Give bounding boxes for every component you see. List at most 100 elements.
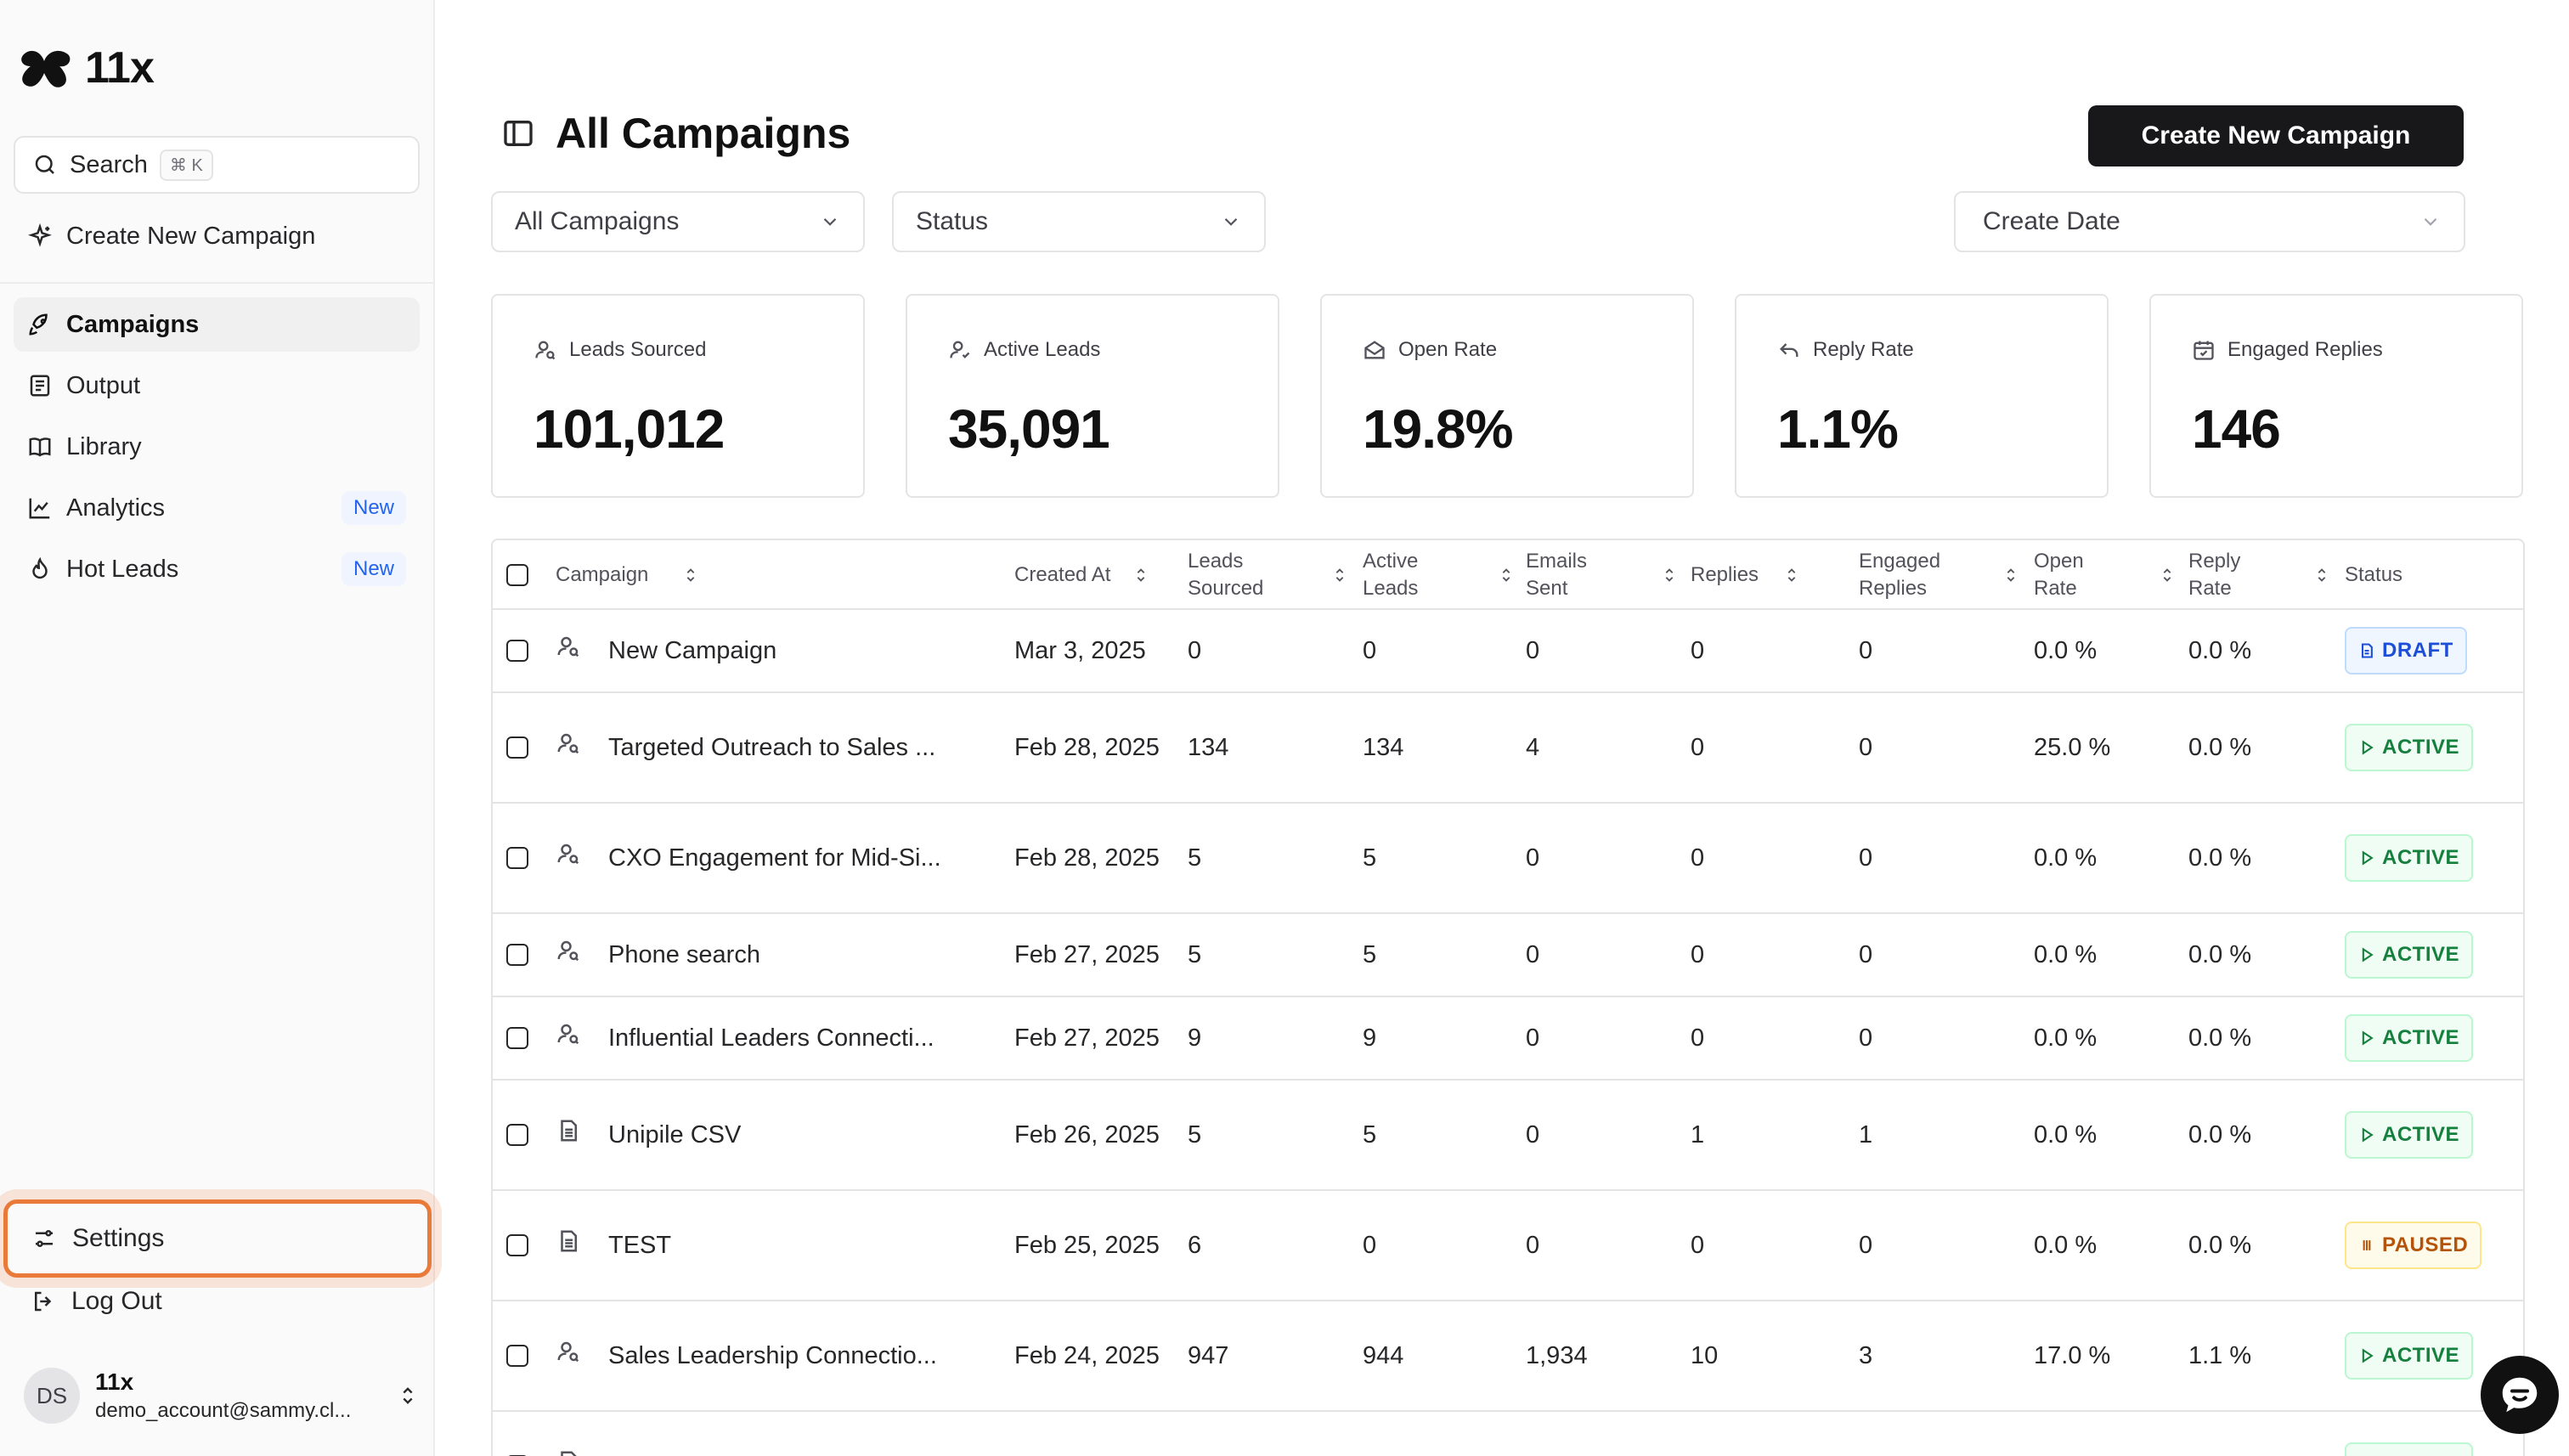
chat-icon: [2502, 1377, 2538, 1413]
status-active-icon: [2358, 1347, 2375, 1364]
chart-line-icon: [29, 498, 50, 519]
table-row[interactable]: Unipile CSV Feb 26, 2025 5 5 0 1 1 0.0 % 0.0 % AC…: [493, 1081, 2523, 1191]
table-row[interactable]: Influential Leaders Connecti... Feb 27, 2…: [493, 997, 2523, 1081]
replies-cell: 1: [1691, 1121, 1705, 1148]
sliders-icon: [36, 1230, 53, 1247]
column-open-rate[interactable]: Open Rate: [2034, 540, 2177, 610]
replies-cell: 0: [1691, 1232, 1705, 1259]
table-row[interactable]: New Campaign Mar 3, 2025 0 0 0 0 0 0.0 % 0.0 % DR…: [493, 610, 2523, 693]
open-rate-cell: 25.0 %: [2034, 734, 2111, 761]
row-checkbox[interactable]: [506, 736, 528, 759]
stat-label: Reply Rate: [1777, 338, 1914, 362]
leads-cell: 6: [1188, 1232, 1202, 1259]
column-label: Status: [2345, 563, 2403, 586]
table-row[interactable]: CSV Search Feb 24, 2025 ACTIVE: [493, 1412, 2523, 1456]
column-campaign[interactable]: Campaign: [556, 540, 700, 610]
row-checkbox[interactable]: [506, 1234, 528, 1256]
campaign-type-icon-cell: [556, 1081, 581, 1189]
status-filter-value: Status: [916, 207, 989, 235]
sidebar-item-settings[interactable]: Settings: [3, 1199, 432, 1278]
campaign-name[interactable]: TEST: [608, 1232, 672, 1259]
campaign-name[interactable]: CXO Engagement for Mid-Si...: [608, 844, 941, 872]
campaign-type-icon-cell: [556, 1412, 581, 1456]
create-campaign-button[interactable]: Create New Campaign: [2088, 105, 2464, 166]
table-row[interactable]: CXO Engagement for Mid-Si... Feb 28, 2025…: [493, 804, 2523, 914]
campaign-name[interactable]: Unipile CSV: [608, 1121, 742, 1148]
sidebar-item-hot-leads[interactable]: Hot Leads New: [14, 542, 420, 596]
campaign-name[interactable]: Targeted Outreach to Sales ...: [608, 734, 936, 761]
replies-cell: 0: [1691, 844, 1705, 872]
column-leads-sourced[interactable]: Leads Sourced: [1188, 540, 1349, 610]
sidebar-item-analytics[interactable]: Analytics New: [14, 481, 420, 535]
avatar: DS: [24, 1368, 80, 1424]
column-reply-rate[interactable]: Reply Rate: [2188, 540, 2331, 610]
chat-button[interactable]: [2481, 1356, 2559, 1434]
stat-card-leads-sourced: Leads Sourced 101,012: [491, 294, 865, 498]
sidebar-divider: [0, 282, 435, 284]
row-checkbox[interactable]: [506, 944, 528, 966]
created-cell: Feb 26, 2025: [1014, 1121, 1160, 1148]
row-checkbox[interactable]: [506, 1124, 528, 1146]
row-checkbox[interactable]: [506, 847, 528, 869]
active-leads-cell: 0: [1363, 637, 1377, 664]
sidebar-item-campaigns[interactable]: Campaigns: [14, 297, 420, 352]
user-search-icon: [556, 1021, 581, 1056]
campaign-name[interactable]: New Campaign: [608, 637, 777, 664]
reply-rate-cell: 0.0 %: [2188, 941, 2252, 968]
status-cell: PAUSED: [2345, 1191, 2482, 1300]
logout-icon: [35, 1291, 52, 1312]
campaign-name[interactable]: CSV Search: [608, 1412, 999, 1456]
row-checkbox[interactable]: [506, 1345, 528, 1367]
status-active-icon: [2358, 849, 2375, 866]
campaign-name[interactable]: Sales Leadership Connectio...: [608, 1342, 937, 1369]
table-header: Campaign Created At Leads Sourced Active…: [493, 540, 2523, 610]
open-rate-cell: 0.0 %: [2034, 1024, 2098, 1052]
sidebar-toggle-icon[interactable]: [501, 116, 535, 150]
select-all-checkbox[interactable]: [506, 564, 528, 586]
page-header: All Campaigns: [501, 109, 850, 158]
table-row[interactable]: Sales Leadership Connectio... Feb 24, 202…: [493, 1301, 2523, 1412]
column-emails-sent[interactable]: Emails Sent: [1526, 540, 1679, 610]
campaign-type-icon-cell: [556, 804, 581, 912]
column-created-at[interactable]: Created At: [1014, 540, 1150, 610]
user-search-icon: [556, 731, 581, 765]
brand-logo[interactable]: 11x: [19, 42, 155, 93]
stat-label-text: Active Leads: [984, 338, 1101, 361]
campaign-filter-select[interactable]: All Campaigns: [491, 191, 865, 252]
status-active-icon: [2358, 1126, 2375, 1143]
sidebar-item-library[interactable]: Library: [14, 420, 420, 474]
row-checkbox[interactable]: [506, 1027, 528, 1049]
file-csv-icon: [556, 1228, 581, 1263]
settings-label: Settings: [72, 1224, 165, 1252]
column-active-leads[interactable]: Active Leads: [1363, 540, 1516, 610]
list-icon: [30, 375, 50, 397]
create-campaign-link[interactable]: Create New Campaign: [14, 209, 420, 263]
table-row[interactable]: TEST Feb 25, 2025 6 0 0 0 0 0.0 % 0.0 % PAUSED: [493, 1191, 2523, 1301]
replies-cell: 0: [1691, 1024, 1705, 1052]
create-date-select[interactable]: Create Date: [1954, 191, 2465, 252]
row-checkbox[interactable]: [506, 640, 528, 662]
leads-cell: 9: [1188, 1024, 1202, 1052]
stat-value: 35,091: [948, 398, 1110, 460]
status-filter-select[interactable]: Status: [892, 191, 1266, 252]
sidebar-item-output[interactable]: Output: [14, 358, 420, 413]
stat-value: 146: [2192, 398, 2281, 460]
row-select-cell: [506, 804, 528, 912]
account-switcher[interactable]: DS 11x demo_account@sammy.cl...: [24, 1364, 420, 1427]
column-label: Reply Rate: [2188, 550, 2241, 600]
campaign-name[interactable]: Phone search: [608, 941, 760, 968]
table-row[interactable]: Targeted Outreach to Sales ... Feb 28, 20…: [493, 693, 2523, 804]
stat-card-active-leads: Active Leads 35,091: [906, 294, 1279, 498]
logout-button[interactable]: Log Out: [19, 1278, 162, 1325]
sidebar-item-label: Output: [66, 371, 141, 399]
status-active-icon: [2358, 946, 2375, 963]
column-replies[interactable]: Replies: [1691, 540, 1801, 610]
status-label: PAUSED: [2382, 1233, 2469, 1256]
campaign-name[interactable]: Influential Leaders Connecti...: [608, 1024, 934, 1052]
user-name: 11x: [95, 1369, 134, 1395]
search-input[interactable]: Search ⌘ K: [14, 136, 420, 194]
created-cell: Feb 27, 2025: [1014, 941, 1160, 968]
active-leads-cell: 5: [1363, 941, 1377, 968]
column-engaged-replies[interactable]: Engaged Replies: [1859, 540, 2020, 610]
table-row[interactable]: Phone search Feb 27, 2025 5 5 0 0 0 0.0 % 0.0 % A…: [493, 914, 2523, 997]
